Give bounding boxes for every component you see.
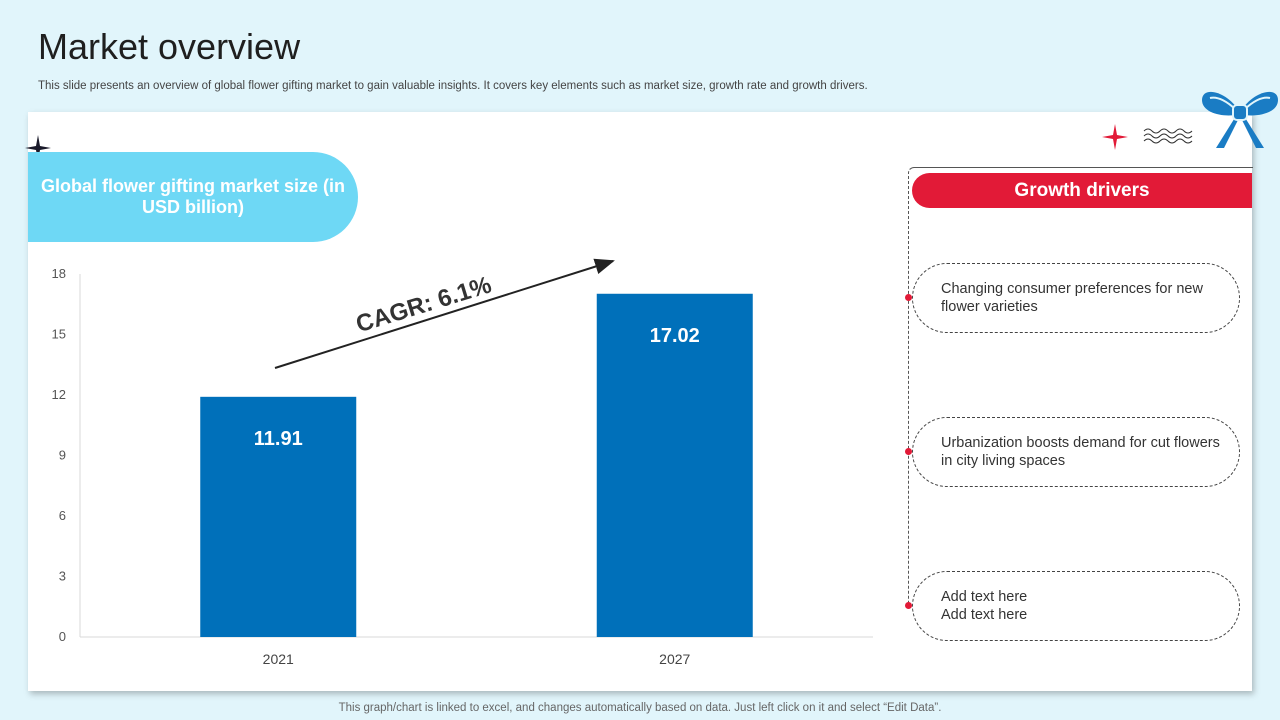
bar-value-label: 17.02 bbox=[650, 325, 700, 347]
growth-drivers-heading: Growth drivers bbox=[912, 173, 1252, 208]
sparkle-star-icon bbox=[1102, 124, 1128, 150]
y-tick-label: 0 bbox=[59, 629, 66, 644]
driver-item-text: Changing consumer preferences for new fl… bbox=[941, 281, 1203, 315]
driver-item-3: Add text here Add text here bbox=[912, 571, 1240, 641]
bar-value-label: 11.91 bbox=[254, 428, 303, 450]
chart-heading: Global flower gifting market size (in US… bbox=[40, 176, 346, 217]
sparkle-star-icon bbox=[25, 135, 51, 161]
wavy-lines-icon bbox=[1143, 128, 1193, 144]
driver-bullet bbox=[905, 602, 912, 609]
bar bbox=[200, 396, 357, 637]
page-subtitle: This slide presents an overview of globa… bbox=[38, 80, 868, 92]
x-tick-label: 2021 bbox=[263, 651, 294, 667]
growth-drivers-heading-label: Growth drivers bbox=[1014, 179, 1150, 201]
driver-bullet bbox=[905, 294, 912, 301]
y-tick-label: 9 bbox=[59, 448, 66, 463]
page-title: Market overview bbox=[38, 26, 301, 67]
chart-heading-pill: Global flower gifting market size (in US… bbox=[28, 152, 358, 242]
bar bbox=[596, 293, 753, 637]
y-tick-label: 15 bbox=[52, 327, 66, 342]
driver-item-text: Urbanization boosts demand for cut flowe… bbox=[941, 435, 1220, 469]
y-tick-label: 12 bbox=[52, 387, 66, 402]
driver-item-text: Add text here Add text here bbox=[941, 589, 1028, 623]
driver-item-2: Urbanization boosts demand for cut flowe… bbox=[912, 417, 1240, 487]
driver-item-1: Changing consumer preferences for new fl… bbox=[912, 263, 1240, 333]
ribbon-bow-icon bbox=[1202, 91, 1278, 148]
y-tick-label: 3 bbox=[59, 569, 66, 584]
driver-bullet bbox=[905, 448, 912, 455]
footer-note: This graph/chart is linked to excel, and… bbox=[338, 702, 942, 714]
drivers-frame bbox=[908, 167, 1253, 608]
y-tick-label: 6 bbox=[59, 508, 66, 523]
x-tick-label: 2027 bbox=[659, 651, 690, 667]
y-tick-label: 18 bbox=[52, 266, 66, 281]
cagr-arrow bbox=[274, 258, 615, 369]
